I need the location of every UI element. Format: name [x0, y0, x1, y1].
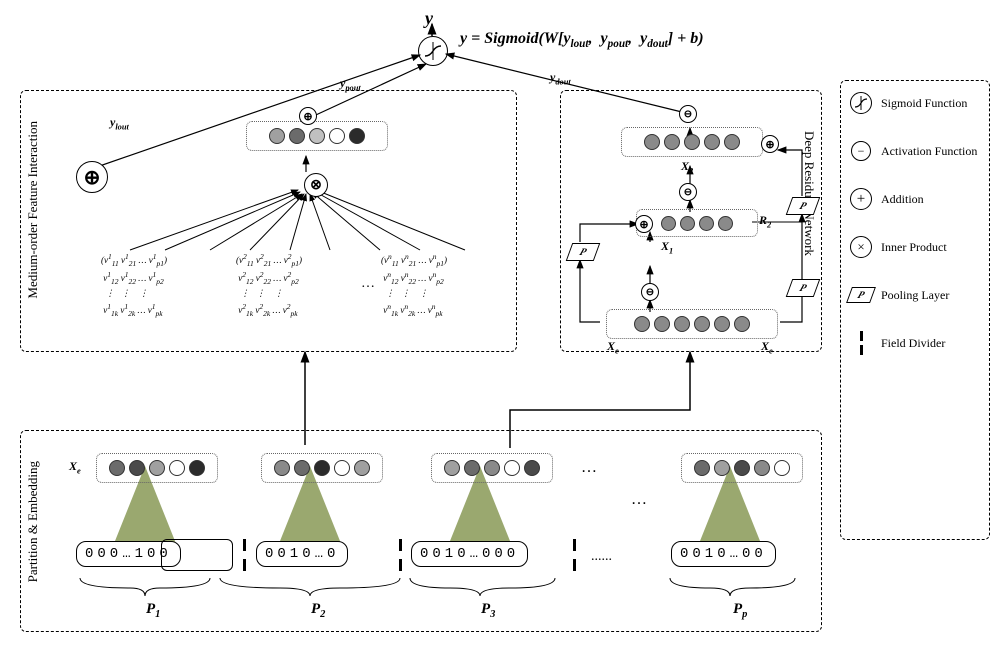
- p2-label: P2: [311, 601, 325, 620]
- legend-pooling-label: Pooling Layer: [881, 288, 949, 303]
- output-y: y: [425, 8, 433, 29]
- deep-residual-module: Deep Residual Network ⊖ ⊕ X2 ⊖ ⊕: [560, 90, 822, 352]
- legend-addition-label: Addition: [881, 192, 924, 207]
- onehot-1-highlight: [161, 539, 233, 571]
- inner-product-node: ⊗: [304, 173, 328, 197]
- field-divider-3a: [573, 539, 576, 551]
- x2-label: X2: [681, 159, 693, 175]
- embed-dots-upper: …: [581, 459, 597, 477]
- legend: Sigmoid Function − Activation Function +…: [840, 80, 990, 540]
- activation-bottom: ⊖: [641, 283, 659, 301]
- legend-activation-label: Activation Function: [881, 144, 977, 159]
- matrix-n: (vn11 vn21 … vnp1) vn12 vn22 … vnp2 ⋮ ⋮ …: [381, 251, 447, 319]
- addition-top-deep: ⊕: [761, 135, 779, 153]
- field-divider-3b: [573, 559, 576, 571]
- legend-sigmoid-label: Sigmoid Function: [881, 96, 967, 111]
- onehot-2: 0010…0: [256, 541, 348, 567]
- deep-layer-top: [621, 127, 763, 157]
- p3-label: P3: [481, 601, 495, 620]
- diagram-canvas: y y = Sigmoid(W[ylout, ypout, ydout] + b…: [10, 10, 830, 635]
- embed-dots-mid: …: [631, 491, 647, 509]
- onehot-3: 0010…000: [411, 541, 528, 567]
- legend-inner-product: × Inner Product: [849, 235, 981, 259]
- xe-label: Xe: [69, 459, 81, 475]
- legend-activation: − Activation Function: [849, 139, 981, 163]
- matrix-1: (v111 v121 … v1p1) v112 v122 … v1p2 ⋮ ⋮ …: [101, 251, 167, 319]
- activation-top: ⊖: [679, 105, 697, 123]
- deep-layer-xe: [606, 309, 778, 339]
- medium-order-label: Medium-order Feature Interaction: [25, 121, 41, 299]
- legend-inner-product-label: Inner Product: [881, 240, 947, 255]
- addition-lout: ⊕: [76, 161, 108, 193]
- deep-residual-label: Deep Residual Network: [801, 131, 817, 256]
- activation-icon: −: [849, 139, 873, 163]
- x1-label: X1: [661, 239, 673, 255]
- legend-pooling: P Pooling Layer: [849, 283, 981, 307]
- field-divider-2b: [399, 559, 402, 571]
- matrix-ellipsis: …: [361, 276, 375, 292]
- embed-row-2: [261, 453, 383, 483]
- embed-row-p: [681, 453, 803, 483]
- legend-sigmoid: Sigmoid Function: [849, 91, 981, 115]
- xe2-label: Xe: [761, 339, 773, 355]
- legend-addition: + Addition: [849, 187, 981, 211]
- embed-row-1: [96, 453, 218, 483]
- deep-layer-r2: [636, 209, 758, 237]
- sigmoid-formula: y = Sigmoid(W[ylout, ypout, ydout] + b): [460, 30, 704, 50]
- pout-row: [246, 121, 388, 151]
- matrix-2: (v211 v221 … v2p1) v212 v222 … v2p2 ⋮ ⋮ …: [236, 251, 302, 319]
- pooling-icon: P: [849, 283, 873, 307]
- field-divider-1b: [243, 559, 246, 571]
- legend-field-divider: Field Divider: [849, 331, 981, 355]
- xe1-label: Xe: [607, 339, 619, 355]
- addition-icon: +: [849, 187, 873, 211]
- medium-order-module: Medium-order Feature Interaction ⊕ ⊕ ⊗ (…: [20, 90, 517, 352]
- partition-embedding-module: Partition & Embedding Xe: [20, 430, 822, 632]
- p1-label: P1: [146, 601, 160, 620]
- onehot-4: 0010…00: [671, 541, 776, 567]
- legend-field-divider-label: Field Divider: [881, 336, 945, 351]
- field-divider-2a: [399, 539, 402, 551]
- r2-label: R2: [759, 213, 771, 229]
- sigmoid-icon: [849, 91, 873, 115]
- activation-mid: ⊖: [679, 183, 697, 201]
- onehot-dots: ......: [591, 549, 612, 565]
- field-divider-icon: [849, 331, 873, 355]
- field-divider-1a: [243, 539, 246, 551]
- embed-row-3: [431, 453, 553, 483]
- pooling-right-lower: P: [786, 279, 821, 297]
- addition-r2: ⊕: [635, 215, 653, 233]
- pp-label: Pp: [733, 601, 747, 620]
- partition-label: Partition & Embedding: [25, 461, 41, 582]
- addition-pout-top: ⊕: [299, 107, 317, 125]
- pooling-left: P: [566, 243, 601, 261]
- inner-product-icon: ×: [849, 235, 873, 259]
- ydout-label: ydout: [550, 70, 571, 86]
- sigmoid-node: [418, 36, 448, 66]
